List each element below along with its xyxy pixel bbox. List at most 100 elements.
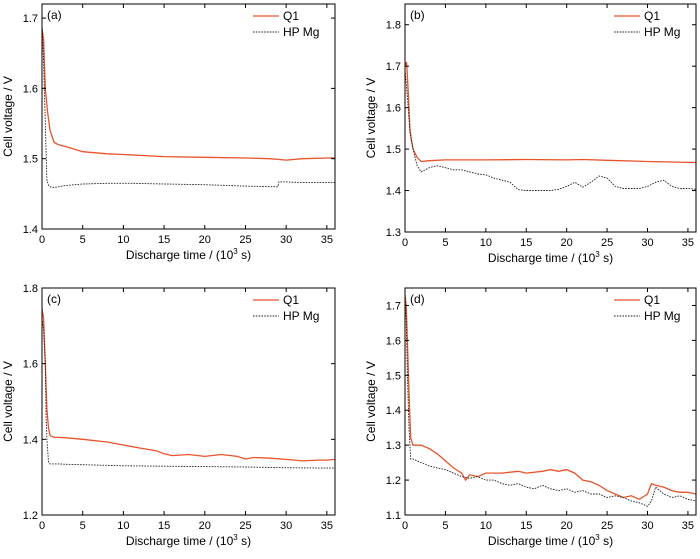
x-tick-label: 25 <box>239 520 251 532</box>
legend-label-q1: Q1 <box>644 293 660 307</box>
chart-panel-2: 0 5 10 15 20 25 30 35 1.3 1.4 1.5 1.6 1.7 1.8 Discharg… <box>364 3 697 265</box>
legend-label-hp-mg: HP Mg <box>283 309 319 323</box>
x-tick-label: 35 <box>682 520 694 532</box>
y-axis-label: Cell voltage / V <box>1 76 15 157</box>
x-tick-label: 5 <box>80 234 86 246</box>
chart-panel-4: 0 5 10 15 20 25 30 35 1.1 1.2 1.3 1.4 1.5 1.6 1.7 Disch… <box>364 287 697 548</box>
x-tick-label: 15 <box>520 237 532 249</box>
x-tick-label: 30 <box>641 237 653 249</box>
x-axis-label-unit: s) <box>600 534 613 548</box>
x-axis-label: Discharge time / (103 s) <box>126 533 251 548</box>
x-tick-label: 15 <box>158 234 170 246</box>
y-tick-label: 1.5 <box>386 144 401 156</box>
series-line-hp-mg <box>405 70 696 191</box>
x-tick-label: 20 <box>199 234 211 246</box>
y-tick-label: 1.6 <box>23 83 38 95</box>
series-line-q1 <box>42 308 335 462</box>
series-line-hp-mg <box>405 298 696 507</box>
legend-label-q1: Q1 <box>644 9 660 23</box>
y-tick-label: 1.5 <box>386 370 401 382</box>
x-axis-label-superscript: 3 <box>233 533 238 542</box>
x-tick-label: 0 <box>39 234 45 246</box>
x-axis-label: Discharge time / (103 s) <box>488 250 613 265</box>
x-tick-label: 25 <box>601 520 613 532</box>
x-tick-label: 10 <box>480 520 492 532</box>
x-tick-label: 10 <box>117 520 129 532</box>
y-axis-label: Cell voltage / V <box>364 78 378 159</box>
x-tick-label: 25 <box>601 237 613 249</box>
x-tick-label: 5 <box>442 520 448 532</box>
x-axis-label-main: Discharge time / (10 <box>488 534 596 548</box>
y-tick-label: 1.7 <box>386 300 401 312</box>
y-tick-label: 1.7 <box>23 13 38 25</box>
x-tick-label: 10 <box>117 234 129 246</box>
y-tick-label: 1.1 <box>386 510 401 522</box>
panel-label: (d) <box>410 292 425 306</box>
y-tick-label: 1.3 <box>386 440 401 452</box>
plot-frame <box>404 3 697 233</box>
x-tick-label: 5 <box>80 520 86 532</box>
x-tick-label: 20 <box>561 520 573 532</box>
series-line-q1 <box>42 28 335 161</box>
y-tick-label: 1.8 <box>23 283 38 295</box>
x-tick-label: 15 <box>520 520 532 532</box>
legend-label-q1: Q1 <box>283 293 299 307</box>
x-tick-label: 30 <box>280 234 292 246</box>
y-tick-label: 1.4 <box>23 434 38 446</box>
x-tick-label: 20 <box>199 520 211 532</box>
panel-label: (c) <box>47 292 61 306</box>
x-tick-label: 35 <box>321 520 333 532</box>
legend-label-hp-mg: HP Mg <box>644 25 680 39</box>
series-line-q1 <box>405 61 696 164</box>
y-tick-label: 1.3 <box>386 227 401 239</box>
x-tick-label: 5 <box>442 237 448 249</box>
plot-frame <box>404 287 697 516</box>
y-tick-label: 1.4 <box>386 405 401 417</box>
plot-frame <box>41 3 336 230</box>
y-tick-label: 1.2 <box>386 475 401 487</box>
y-tick-label: 1.4 <box>386 186 401 198</box>
x-tick-label: 0 <box>402 237 408 249</box>
x-axis-label-unit: s) <box>238 534 251 548</box>
chart-panel-1: 0 5 10 15 20 25 30 35 1.4 1.5 1.6 1.7 Discharge time… <box>1 3 336 262</box>
y-tick-label: 1.2 <box>23 510 38 522</box>
x-tick-label: 30 <box>280 520 292 532</box>
panel-label: (a) <box>47 8 62 22</box>
x-tick-label: 0 <box>39 520 45 532</box>
y-axis-label: Cell voltage / V <box>1 361 15 442</box>
x-axis-label-superscript: 3 <box>233 247 238 256</box>
y-tick-label: 1.6 <box>386 103 401 115</box>
x-tick-label: 35 <box>321 234 333 246</box>
y-tick-label: 1.4 <box>23 224 38 236</box>
x-axis-label-main: Discharge time / (10 <box>126 248 234 262</box>
series-line-q1 <box>405 294 696 501</box>
x-axis-label: Discharge time / (103 s) <box>488 533 613 548</box>
x-tick-label: 25 <box>239 234 251 246</box>
legend-label-hp-mg: HP Mg <box>283 25 319 39</box>
x-tick-label: 10 <box>480 237 492 249</box>
plot-frame <box>41 287 336 516</box>
y-tick-label: 1.7 <box>386 61 401 73</box>
y-tick-label: 1.5 <box>23 154 38 166</box>
x-axis-label: Discharge time / (103 s) <box>126 247 251 262</box>
y-axis-label: Cell voltage / V <box>364 361 378 442</box>
x-axis-label-superscript: 3 <box>595 250 600 259</box>
panel-label: (b) <box>410 8 425 22</box>
x-axis-label-superscript: 3 <box>595 533 600 542</box>
x-tick-label: 0 <box>402 520 408 532</box>
legend-label-hp-mg: HP Mg <box>644 309 680 323</box>
x-tick-label: 35 <box>682 237 694 249</box>
chart-panel-3: 0 5 10 15 20 25 30 35 1.2 1.4 1.6 1.8 Discharge time… <box>1 283 336 548</box>
y-tick-label: 1.8 <box>386 20 401 32</box>
x-axis-label-unit: s) <box>238 248 251 262</box>
x-tick-label: 30 <box>641 520 653 532</box>
y-tick-label: 1.6 <box>386 335 401 347</box>
series-line-hp-mg <box>42 25 335 188</box>
x-axis-label-main: Discharge time / (10 <box>126 534 234 548</box>
series-line-hp-mg <box>42 318 335 469</box>
x-axis-label-main: Discharge time / (10 <box>488 251 596 265</box>
y-tick-label: 1.6 <box>23 359 38 371</box>
legend-label-q1: Q1 <box>283 9 299 23</box>
